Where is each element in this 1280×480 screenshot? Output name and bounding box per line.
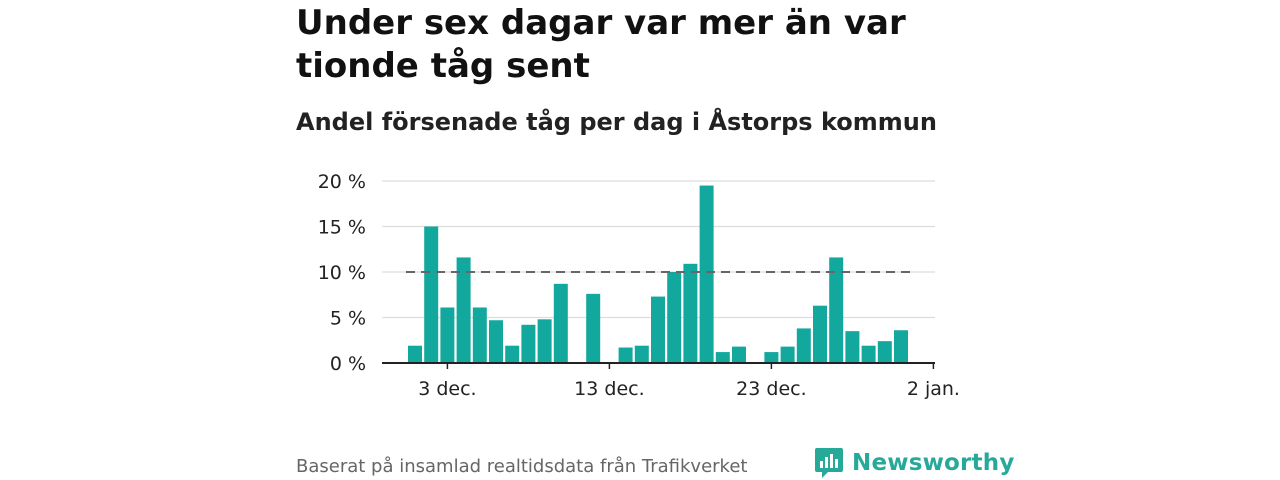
- bar: [408, 345, 422, 363]
- newsworthy-logo-icon: [815, 448, 843, 478]
- bar: [796, 328, 811, 363]
- bar: [651, 296, 665, 363]
- bar: [618, 347, 633, 363]
- y-axis-labels: 0 % 5 % 10 % 15 % 20 %: [318, 171, 366, 375]
- bar: [505, 345, 520, 363]
- bar: [537, 319, 552, 363]
- bar: [715, 352, 730, 363]
- x-tick-label: 3 dec.: [418, 378, 476, 400]
- bar: [521, 324, 536, 363]
- bar: [424, 226, 439, 363]
- bar: [732, 346, 746, 363]
- bar: [877, 341, 892, 363]
- bar: [667, 272, 682, 363]
- y-tick-label: 0 %: [330, 353, 366, 375]
- bar: [456, 257, 471, 363]
- bar: [813, 305, 827, 363]
- bar: [764, 352, 779, 363]
- bar: [683, 263, 698, 363]
- bar: [586, 293, 601, 363]
- bar: [472, 307, 487, 363]
- source-note: Baserat på insamlad realtidsdata från Tr…: [296, 456, 748, 477]
- bar: [861, 345, 876, 363]
- y-tick-label: 5 %: [330, 308, 366, 330]
- chart-title: Under sex dagar var mer än var tionde tå…: [296, 3, 906, 86]
- x-axis: [382, 362, 935, 369]
- newsworthy-logo[interactable]: Newsworthy: [814, 446, 1015, 480]
- bar: [780, 346, 795, 363]
- bars: [408, 185, 908, 363]
- y-tick-label: 15 %: [318, 217, 366, 239]
- y-tick-label: 10 %: [318, 262, 366, 284]
- brand-name: Newsworthy: [852, 450, 1015, 476]
- bar: [845, 331, 860, 363]
- bar: [699, 185, 714, 363]
- bar: [553, 283, 568, 363]
- x-axis-labels: 3 dec. 13 dec. 23 dec. 2 jan.: [418, 378, 960, 400]
- bar-chart: 0 % 5 % 10 % 15 % 20 % 3 dec. 13 dec. 23 dec. 2…: [318, 171, 960, 400]
- bar: [440, 307, 455, 363]
- x-tick-label: 2 jan.: [907, 378, 960, 400]
- x-tick-label: 13 dec.: [574, 378, 644, 400]
- bar: [489, 320, 503, 363]
- x-tick-label: 23 dec.: [736, 378, 806, 400]
- bar: [894, 330, 908, 363]
- bar: [829, 257, 844, 363]
- chart-subtitle: Andel försenade tåg per dag i Åstorps ko…: [296, 108, 937, 136]
- bar: [634, 345, 649, 363]
- y-tick-label: 20 %: [318, 171, 366, 193]
